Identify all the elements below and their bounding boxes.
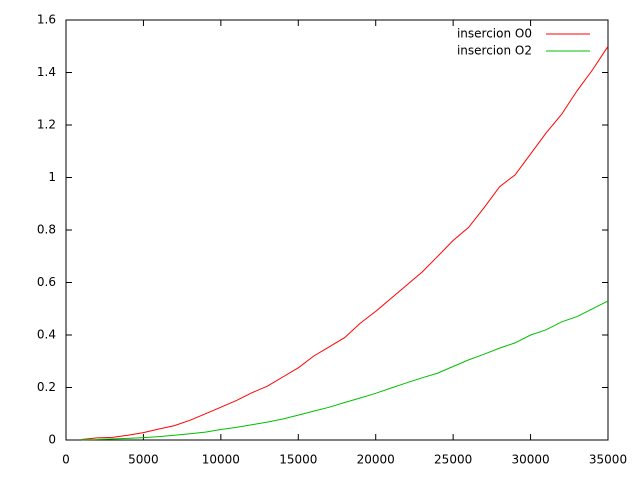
data-line	[81, 300, 609, 441]
y-tick-label: 0	[48, 433, 56, 447]
y-tick-label: 0.2	[37, 380, 56, 394]
y-tick-label: 1.4	[37, 65, 56, 79]
y-tick-label: 1	[48, 170, 56, 184]
x-tick-label: 20000	[357, 453, 395, 467]
x-tick-label: 15000	[279, 453, 317, 467]
legend-label: insercion O2	[457, 44, 532, 58]
x-tick-label: 30000	[511, 453, 549, 467]
x-tick-label: 35000	[589, 453, 627, 467]
y-tick-label: 0.8	[37, 223, 56, 237]
x-tick-label: 25000	[434, 453, 472, 467]
plot-frame	[65, 19, 609, 441]
y-tick-label: 1.6	[37, 13, 56, 27]
y-tick-label: 1.2	[37, 118, 56, 132]
y-tick-label: 0.6	[37, 275, 56, 289]
data-line	[81, 46, 609, 440]
x-tick-label: 10000	[202, 453, 240, 467]
x-tick-label: 5000	[128, 453, 159, 467]
y-tick-label: 0.4	[37, 328, 56, 342]
legend-label: insercion O0	[457, 27, 532, 41]
x-tick-label: 0	[62, 453, 70, 467]
